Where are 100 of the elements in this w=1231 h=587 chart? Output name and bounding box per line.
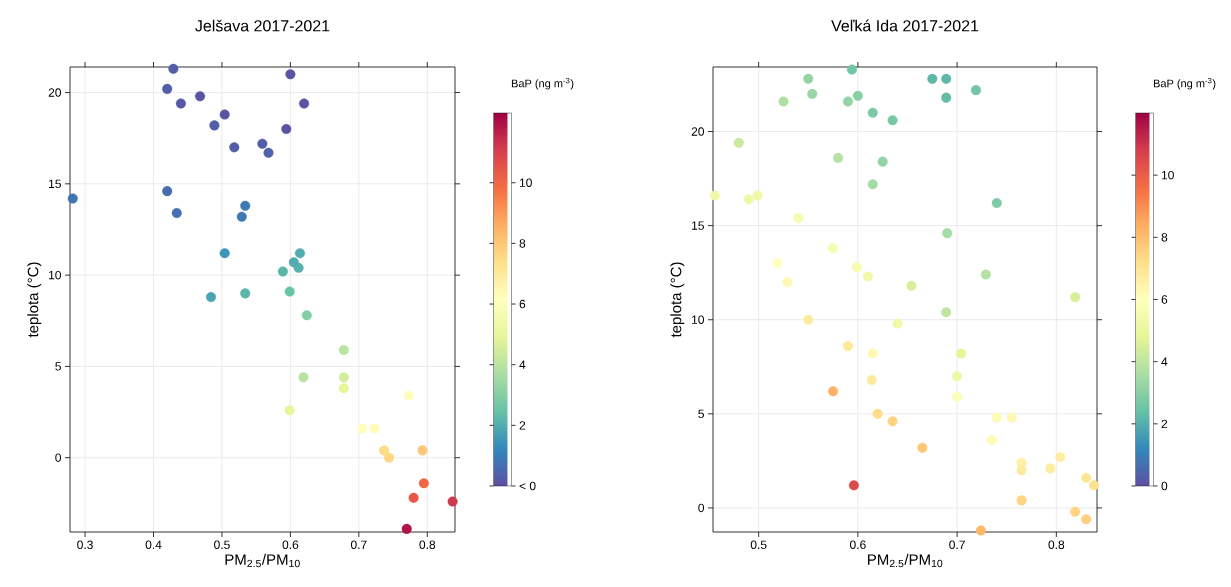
point	[1016, 465, 1027, 476]
y-tick-label: 0	[55, 453, 62, 462]
point	[975, 525, 986, 536]
y-tick-label: 15	[692, 221, 704, 230]
x-tick-label: 0.8	[419, 540, 436, 550]
y-tick-label: 10	[49, 270, 62, 280]
y-tick-label: 0	[698, 503, 705, 513]
x-axis-title: PM$_{2.5}$/PM$_{10}$	[868, 553, 943, 568]
x-tick-label: 0.3	[77, 540, 93, 550]
point	[369, 423, 380, 434]
point	[846, 64, 857, 75]
y-axis-title: teplota (°C)	[27, 262, 42, 338]
point	[1055, 452, 1066, 463]
y-axis-title: teplota (°C)	[670, 262, 685, 338]
point	[171, 208, 182, 219]
point	[917, 442, 928, 453]
point	[803, 73, 814, 84]
x-axis-title: PM$_{2.5}$/PM$_{10}$	[225, 553, 300, 568]
point	[941, 73, 952, 84]
point	[807, 88, 818, 99]
x-tick-label: 0.7	[949, 540, 965, 550]
point	[852, 90, 863, 101]
point	[219, 109, 230, 120]
point	[1006, 412, 1017, 423]
color-bar-label: 2	[1161, 419, 1168, 429]
point	[848, 480, 859, 491]
color-bar-title: BaP (ng m$^{-3}$)	[1153, 77, 1216, 90]
y-tick-label: 20	[691, 127, 705, 136]
point	[986, 435, 997, 446]
point	[338, 372, 349, 383]
point	[793, 213, 804, 224]
point	[842, 96, 853, 107]
color-bar-label: 0	[1161, 481, 1168, 491]
point	[867, 348, 878, 359]
point	[281, 124, 292, 135]
point	[1016, 495, 1027, 506]
y-tick-label: 20	[48, 88, 62, 97]
point	[67, 193, 78, 204]
point	[867, 107, 878, 118]
point	[862, 271, 873, 282]
color-bar-title: BaP (ng m$^{-3}$)	[511, 77, 574, 90]
y-tick-label: 5	[698, 409, 704, 419]
point	[743, 194, 754, 205]
color-bar-label: 8	[1161, 233, 1168, 242]
point	[733, 137, 744, 148]
x-tick-label: 0.5	[750, 540, 767, 550]
point	[970, 85, 981, 96]
color-bar-label: 4	[519, 360, 526, 369]
point	[285, 69, 296, 80]
point	[298, 372, 309, 383]
point	[980, 269, 991, 280]
color-bar-label: 10	[1161, 170, 1174, 180]
point	[379, 445, 390, 456]
point	[892, 318, 903, 329]
color-bar-label: 10	[519, 178, 532, 187]
y-tick-label: 15	[49, 179, 61, 189]
color-bar-label: < 0	[519, 481, 536, 491]
point	[257, 138, 268, 149]
point	[288, 257, 299, 268]
point	[927, 73, 938, 84]
point	[956, 348, 967, 359]
point	[408, 492, 419, 503]
point	[752, 190, 763, 201]
point	[866, 374, 877, 385]
point	[284, 286, 295, 297]
point	[952, 371, 963, 382]
x-tick-label: 0.5	[214, 540, 230, 550]
point	[952, 391, 963, 402]
x-tick-label: 0.8	[1048, 540, 1065, 550]
y-tick-label: 5	[55, 362, 61, 371]
point	[209, 120, 220, 131]
point	[867, 179, 878, 190]
point	[1070, 506, 1081, 517]
chart-title: Jelšava 2017-2021	[195, 19, 330, 32]
point	[338, 383, 349, 394]
point	[772, 258, 783, 269]
color-bar-label: 6	[1161, 295, 1168, 304]
point	[277, 266, 288, 277]
point	[299, 98, 310, 109]
point	[833, 152, 844, 163]
point	[240, 200, 251, 211]
point	[1081, 472, 1092, 483]
point	[195, 91, 206, 102]
point	[1045, 463, 1056, 474]
point	[991, 198, 1002, 209]
point	[887, 115, 898, 126]
x-tick-label: 0.6	[282, 540, 299, 550]
point	[219, 248, 230, 259]
point	[906, 280, 917, 291]
point	[418, 478, 429, 489]
point	[828, 386, 839, 397]
point	[941, 92, 952, 103]
point	[357, 423, 368, 434]
point	[447, 496, 458, 507]
y-tick-label: 10	[692, 315, 705, 324]
color-bar-label: 8	[519, 239, 526, 248]
point	[778, 96, 789, 107]
point	[942, 228, 953, 239]
color-bar-label: 4	[1161, 357, 1168, 366]
color-bar-label: 2	[519, 421, 526, 430]
